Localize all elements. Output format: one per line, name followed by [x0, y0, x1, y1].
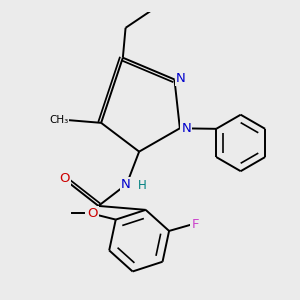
Text: CH₃: CH₃	[49, 115, 68, 125]
Text: F: F	[191, 218, 199, 231]
Text: H: H	[137, 179, 146, 192]
Text: N: N	[182, 122, 191, 135]
Text: O: O	[59, 172, 70, 185]
Text: N: N	[176, 72, 186, 85]
Text: N: N	[121, 178, 130, 191]
Text: O: O	[88, 207, 98, 220]
